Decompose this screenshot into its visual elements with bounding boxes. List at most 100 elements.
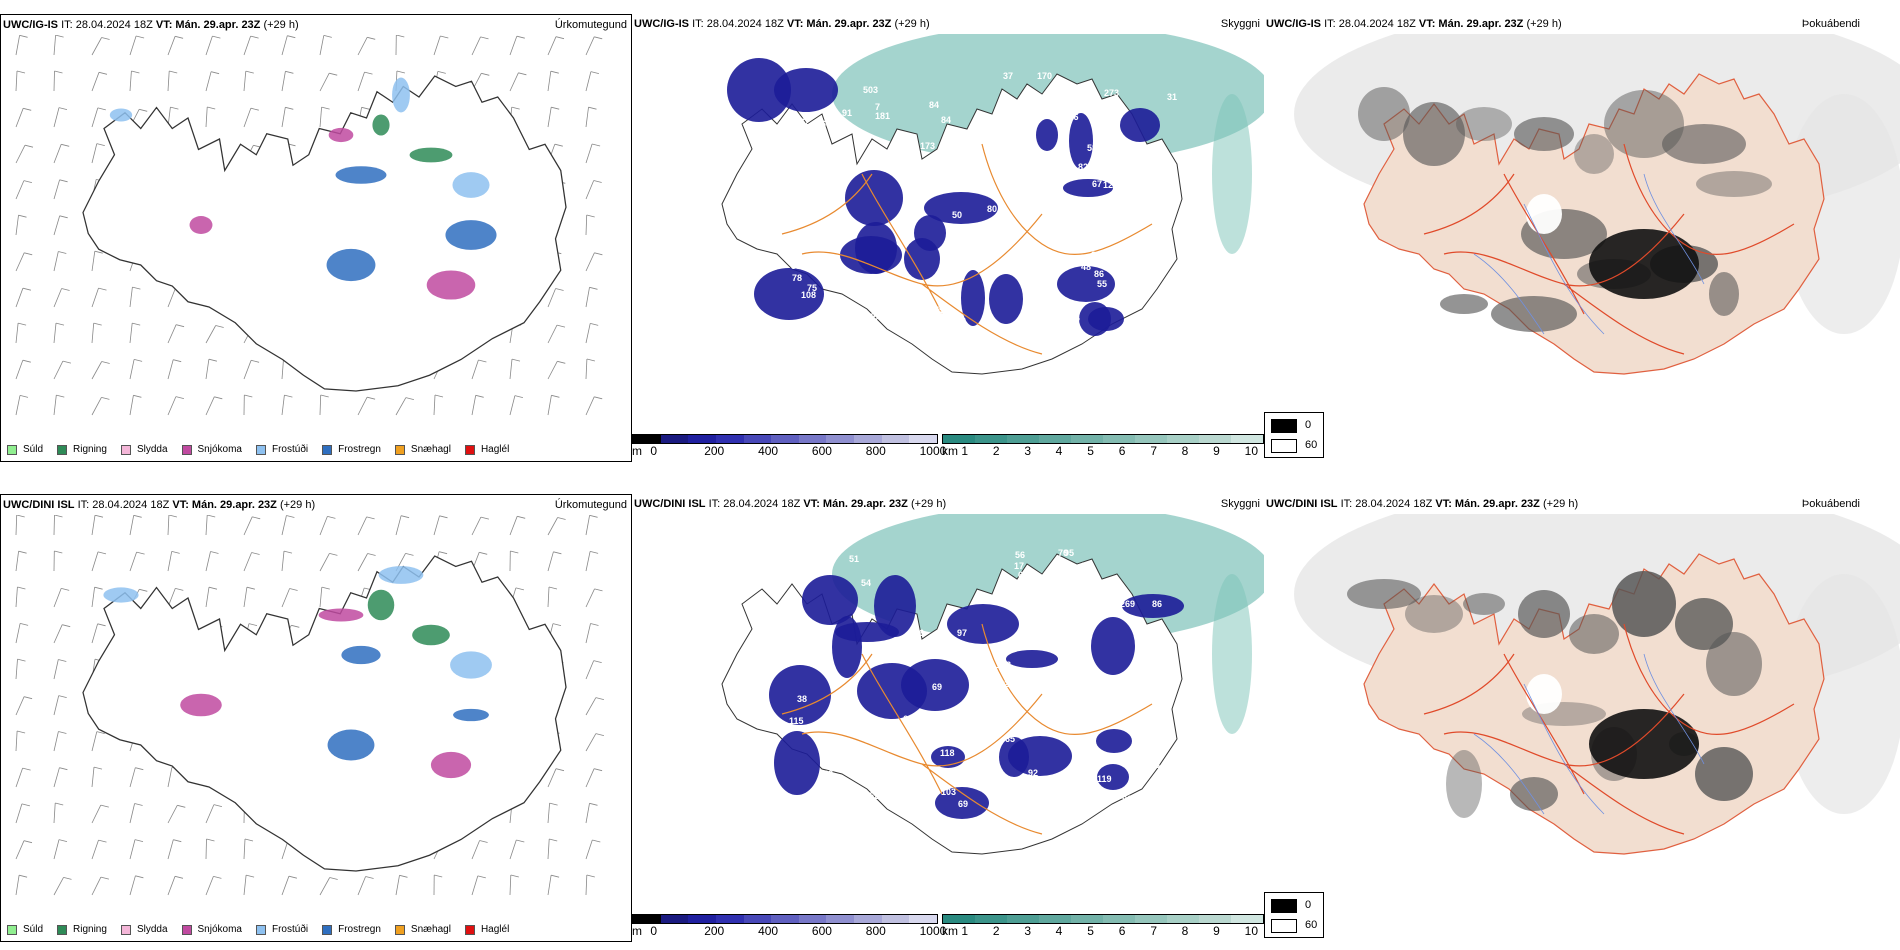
wind-barb <box>91 551 99 572</box>
wind-barb <box>91 323 95 344</box>
legend-item: Súld <box>7 444 43 455</box>
precip-area <box>412 624 450 646</box>
wind-barb-flag <box>96 731 105 734</box>
wind-barb <box>509 516 518 536</box>
wind-barb <box>357 553 368 572</box>
wind-barb <box>319 553 330 572</box>
cloud-base-value: 1 <box>993 118 998 128</box>
wind-barb-flag <box>396 35 405 38</box>
wind-barb <box>129 287 133 308</box>
wind-barb <box>547 875 552 896</box>
wind-barb-flag <box>553 551 562 555</box>
wind-barb <box>205 71 212 92</box>
iceland-fog-map <box>1294 514 1900 855</box>
wind-barb-flag <box>54 70 63 74</box>
precip-legend: Súld Rigning Slydda Snjókoma Frostúði Fr… <box>7 444 509 455</box>
colorbar-segment <box>881 435 910 443</box>
wind-barb-flag <box>323 35 332 38</box>
colorbar-tick: 10 <box>1244 444 1259 458</box>
cloud-base-value: 85 <box>1147 175 1157 185</box>
wind-barb-flag <box>98 287 107 291</box>
wind-barb <box>243 360 252 380</box>
cloud-base-value: 82 <box>1078 162 1088 172</box>
panel-title: Úrkomutegund <box>554 19 627 31</box>
legend-item: Snæhagl <box>394 924 451 935</box>
colorbar-tick: 400 <box>758 444 779 458</box>
cloud-base-value: 108 <box>801 290 816 300</box>
colorbar-segment <box>1199 435 1231 443</box>
wind-barb <box>585 697 597 716</box>
wind-barb <box>129 767 136 788</box>
wind-barb-flag <box>206 838 215 842</box>
wind-barb-flag <box>134 803 143 806</box>
wind-barb-flag <box>329 72 338 76</box>
wind-barb-flag <box>549 838 558 842</box>
wind-barb-flag <box>97 551 107 555</box>
wind-barb-flag <box>213 876 222 879</box>
wind-barb-flag <box>251 359 260 363</box>
wind-barb <box>471 395 477 416</box>
legend-item: Frostregn <box>322 444 381 455</box>
precip-panel-row2: UWC/DINI ISL IT: 28.04.2024 18Z VT: Mán.… <box>0 494 632 942</box>
cloud-base-value: 37 <box>1003 71 1013 81</box>
cloud-base-value: 141 <box>815 638 830 648</box>
cloud-base-area <box>924 192 998 224</box>
colorbar-segment <box>943 915 975 923</box>
cloud-base-value: 35 <box>968 178 978 188</box>
colorbar-segment <box>826 915 855 923</box>
wind-barb-flag <box>250 35 259 39</box>
cloud-base-area <box>1063 179 1113 197</box>
cloud-base-value: 119 <box>1097 774 1112 784</box>
cloud-base-value: 273 <box>1104 88 1119 98</box>
wind-barb <box>547 395 552 416</box>
cloud-base-value: 48 <box>1081 262 1091 272</box>
wind-barb-flag <box>17 586 26 590</box>
wind-barb <box>53 215 61 236</box>
wind-barb <box>509 874 512 896</box>
wind-barb-flag <box>55 322 65 326</box>
wind-barb <box>205 359 210 380</box>
wind-barb <box>53 360 64 380</box>
precip-area <box>328 127 354 143</box>
wind-barb <box>15 551 19 572</box>
wind-barb-flag <box>434 394 444 398</box>
wind-barb-flag <box>207 106 216 110</box>
wind-barb-flag <box>327 516 336 519</box>
colorbar-tick: 2 <box>992 924 1000 938</box>
wind-barb-flag <box>479 840 488 843</box>
wind-barb-flag <box>54 550 63 554</box>
cloud-base-value: 100 <box>1061 658 1076 668</box>
wind-barb-flag <box>208 586 218 590</box>
wind-barb-flag <box>589 286 598 290</box>
wind-barb <box>509 36 518 56</box>
fog-index-area <box>1662 124 1746 164</box>
wind-barb <box>167 839 174 860</box>
wind-barb <box>53 588 62 608</box>
wind-barb-flag <box>291 624 300 628</box>
wind-barb <box>281 515 287 536</box>
colorbar-segment <box>826 435 855 443</box>
wind-barb <box>319 877 331 896</box>
wind-barb-flag <box>17 658 26 662</box>
cloud-base-value: 65 <box>1005 734 1015 744</box>
wind-barb-flag <box>58 695 67 698</box>
colorbar-segment <box>771 915 799 923</box>
wind-barb <box>53 515 55 536</box>
colorbar-segment <box>633 435 661 443</box>
wind-barb-flag <box>62 624 71 628</box>
wind-barb <box>129 515 135 536</box>
wind-barb <box>585 768 595 788</box>
colorbar-segment <box>1103 915 1135 923</box>
wind-barb <box>15 659 18 680</box>
panel-header: UWC/DINI ISL IT: 28.04.2024 18Z VT: Mán.… <box>3 499 316 511</box>
iceland-visibility-map: 7272606364696458656756718452546569926918… <box>721 514 1264 855</box>
wind-barb <box>91 804 102 824</box>
wind-barb-flag <box>518 72 527 76</box>
cloud-base-value: 181 <box>875 111 890 121</box>
fog-index-area <box>1456 107 1512 141</box>
wind-barb-flag <box>510 874 519 878</box>
colorbar-segment <box>715 915 744 923</box>
wind-barb-flag <box>94 250 103 254</box>
wind-barb <box>91 587 95 608</box>
colorbar-segment <box>798 435 827 443</box>
